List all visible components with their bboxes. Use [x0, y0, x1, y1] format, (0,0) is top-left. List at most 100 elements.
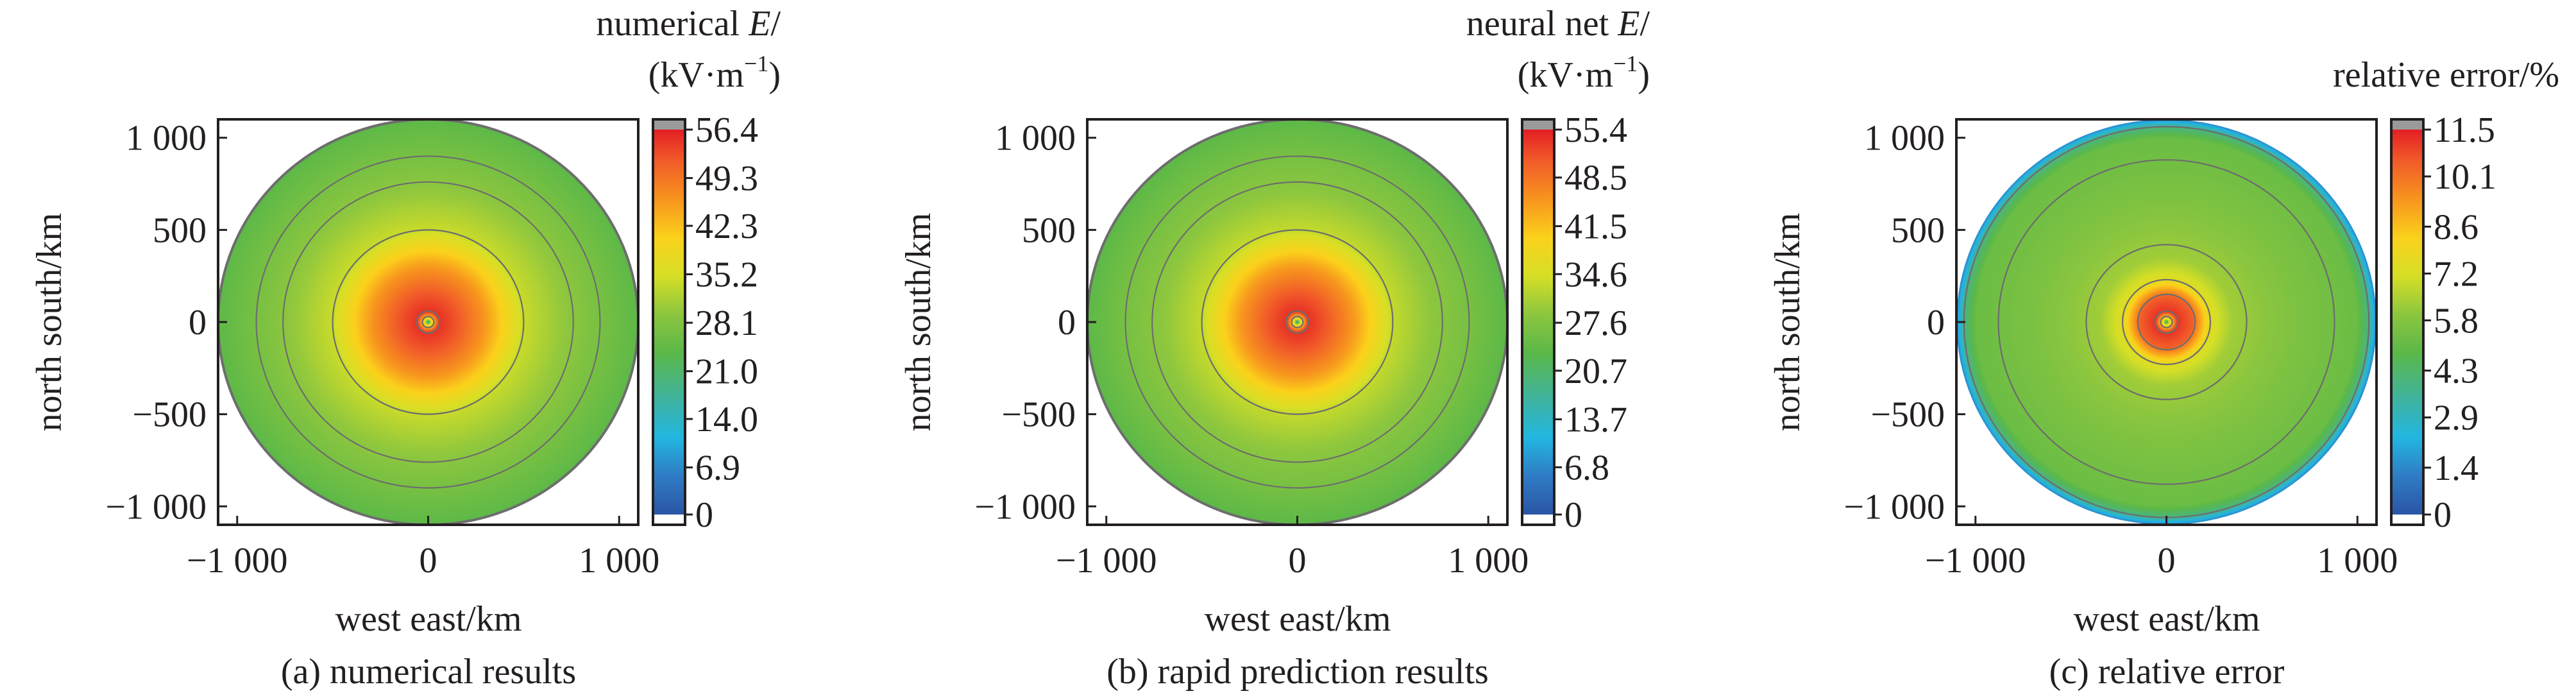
colorbar-title-var-a: E: [748, 4, 770, 44]
colorbar-unit-close-b: ): [1638, 55, 1650, 95]
y-ticks-b: 1 000 500 0 −500 −1 000: [974, 119, 1096, 527]
y-tick-label: −500: [1870, 395, 1945, 435]
colorbar-title-c: relative error/%: [2333, 55, 2559, 95]
contour-line: [2137, 293, 2196, 351]
x-axis-label-c: west east/km: [2074, 599, 2260, 639]
colorbar-tick-label: 5.8: [2434, 301, 2479, 341]
colorbar-ticks-b: 55.4 48.5 41.5 34.6 27.6 20.7 13.7 6.8 0: [1554, 110, 1627, 535]
contour-line: [1285, 310, 1310, 334]
contour-line: [1124, 155, 1470, 489]
y-tick-label: 500: [153, 210, 207, 250]
heatmap-a: [217, 118, 640, 526]
colorbar-unit-open-b: (kV·m: [1518, 55, 1613, 95]
panel-c: 1 000 500 0 −500 −1 000 −1 000 0 1 000 north s…: [1768, 55, 2559, 692]
colorbar-tick-label: 28.1: [695, 303, 758, 343]
heatmap-b: [1086, 118, 1509, 526]
colorbar-title-prefix-b: neural net: [1466, 4, 1618, 44]
y-axis-label-a: north south/km: [30, 213, 69, 432]
caption-b: (b) rapid prediction results: [1106, 652, 1489, 692]
colorbar-unit-b: (kV·m−1): [1518, 51, 1650, 95]
colorbar-tick-label: 21.0: [695, 352, 758, 392]
contour-line: [2121, 278, 2212, 366]
caption-a: (a) numerical results: [281, 652, 576, 692]
contour-line: [1291, 316, 1304, 328]
colorbar-tick-label: 4.3: [2434, 352, 2479, 391]
colorbar-title-var-b: E: [1617, 4, 1640, 44]
y-tick-label: 1 000: [126, 119, 207, 158]
colorbar-title-suffix-b: /: [1640, 4, 1650, 44]
colorbar-tick-label: 20.7: [1564, 352, 1627, 391]
panel-a: 1 000 500 0 −500 −1 000 −1 000 0 1 000 north s…: [30, 4, 781, 692]
y-tick-label: 500: [1891, 210, 1945, 250]
y-tick-label: −1 000: [1843, 487, 1945, 527]
colorbar-tick-label: 49.3: [695, 159, 758, 199]
x-tick-label: 0: [1289, 541, 1307, 581]
colorbar-tick-label: 27.6: [1564, 303, 1627, 343]
colorbar-unit-sup-a: −1: [744, 51, 768, 76]
colorbar-b: 55.4 48.5 41.5 34.6 27.6 20.7 13.7 6.8 0 neural …: [1466, 4, 1650, 535]
colorbar-tick-label: 8.6: [2434, 207, 2479, 247]
contour-line: [2154, 310, 2179, 334]
colorbar-tick-label: 0: [695, 495, 713, 535]
colorbar-over-a: [653, 119, 685, 130]
x-ticks-a: −1 000 0 1 000: [187, 516, 659, 581]
y-axis-label-b: north south/km: [899, 213, 938, 432]
colorbar-tick-label: 14.0: [695, 400, 758, 439]
y-tick-label: 1 000: [995, 119, 1076, 158]
contour-line: [2160, 316, 2173, 328]
y-tick-label: 0: [1927, 303, 1945, 343]
colorbar-tick-label: 41.5: [1564, 207, 1627, 247]
colorbar-tick-label: 0: [2434, 495, 2452, 535]
y-tick-label: −500: [1001, 395, 1076, 435]
colorbar-frame-c: [2390, 118, 2425, 526]
y-axis-label-c: north south/km: [1768, 213, 1808, 432]
contour-line: [282, 181, 574, 463]
heatmap-center: [1295, 320, 1300, 324]
contour-line: [421, 316, 435, 328]
heatmap-center: [426, 320, 430, 324]
colorbar-tick-label: 2.9: [2434, 398, 2479, 438]
caption-c: (c) relative error: [2049, 652, 2285, 692]
colorbar-title-a: numerical E/: [596, 4, 781, 44]
colorbar-scale-b: [1522, 130, 1554, 515]
contour-line: [1151, 181, 1443, 463]
colorbar-under-c: [2391, 515, 2423, 525]
x-tick-label: −1 000: [1056, 541, 1157, 581]
colorbar-tick-label: 55.4: [1564, 110, 1627, 150]
x-tick-label: −1 000: [187, 541, 288, 581]
x-tick-label: 1 000: [2317, 541, 2398, 581]
y-ticks-c: 1 000 500 0 −500 −1 000: [1843, 119, 1965, 527]
colorbar-over-b: [1522, 119, 1554, 130]
contour-line: [332, 229, 525, 415]
colorbar-ticks-c: 11.5 10.1 8.6 7.2 5.8 4.3 2.9 1.4 0: [2423, 110, 2496, 535]
colorbar-tick-label: 48.5: [1564, 158, 1627, 198]
colorbar-over-c: [2391, 119, 2423, 130]
panel-b: 1 000 500 0 −500 −1 000 −1 000 0 1 000 north s…: [899, 4, 1650, 692]
x-axis-label-b: west east/km: [1205, 599, 1391, 639]
colorbar-tick-label: 34.6: [1564, 255, 1627, 294]
colorbar-tick-label: 6.9: [695, 448, 740, 488]
y-tick-label: 500: [1022, 210, 1076, 250]
colorbar-under-a: [653, 515, 685, 525]
contour-line: [1201, 229, 1394, 415]
colorbar-tick-label: 0: [1564, 495, 1582, 535]
colorbar-scale-c: [2391, 130, 2423, 515]
colorbar-a: 56.4 49.3 42.3 35.2 28.1 21.0 14.0 6.9 0 numeric…: [596, 4, 781, 535]
colorbar-unit-open-a: (kV·m: [648, 55, 744, 95]
contour-line: [255, 155, 601, 489]
heatmap-c: [1956, 119, 2377, 525]
contour-line: [416, 310, 441, 334]
colorbar-tick-label: 56.4: [695, 110, 758, 150]
colorbar-tick-label: 11.5: [2434, 110, 2495, 150]
y-tick-label: −1 000: [105, 487, 207, 527]
contour-line: [2085, 244, 2248, 400]
x-axis-label-a: west east/km: [335, 599, 522, 639]
colorbar-tick-label: 13.7: [1564, 400, 1627, 440]
y-ticks-a: 1 000 500 0 −500 −1 000: [105, 119, 227, 527]
colorbar-tick-label: 7.2: [2434, 254, 2479, 294]
colorbar-unit-sup-b: −1: [1613, 51, 1638, 76]
x-tick-label: 1 000: [1448, 541, 1529, 581]
colorbar-tick-label: 42.3: [695, 207, 758, 246]
x-tick-label: 0: [419, 541, 437, 581]
x-tick-label: 0: [2158, 541, 2176, 581]
